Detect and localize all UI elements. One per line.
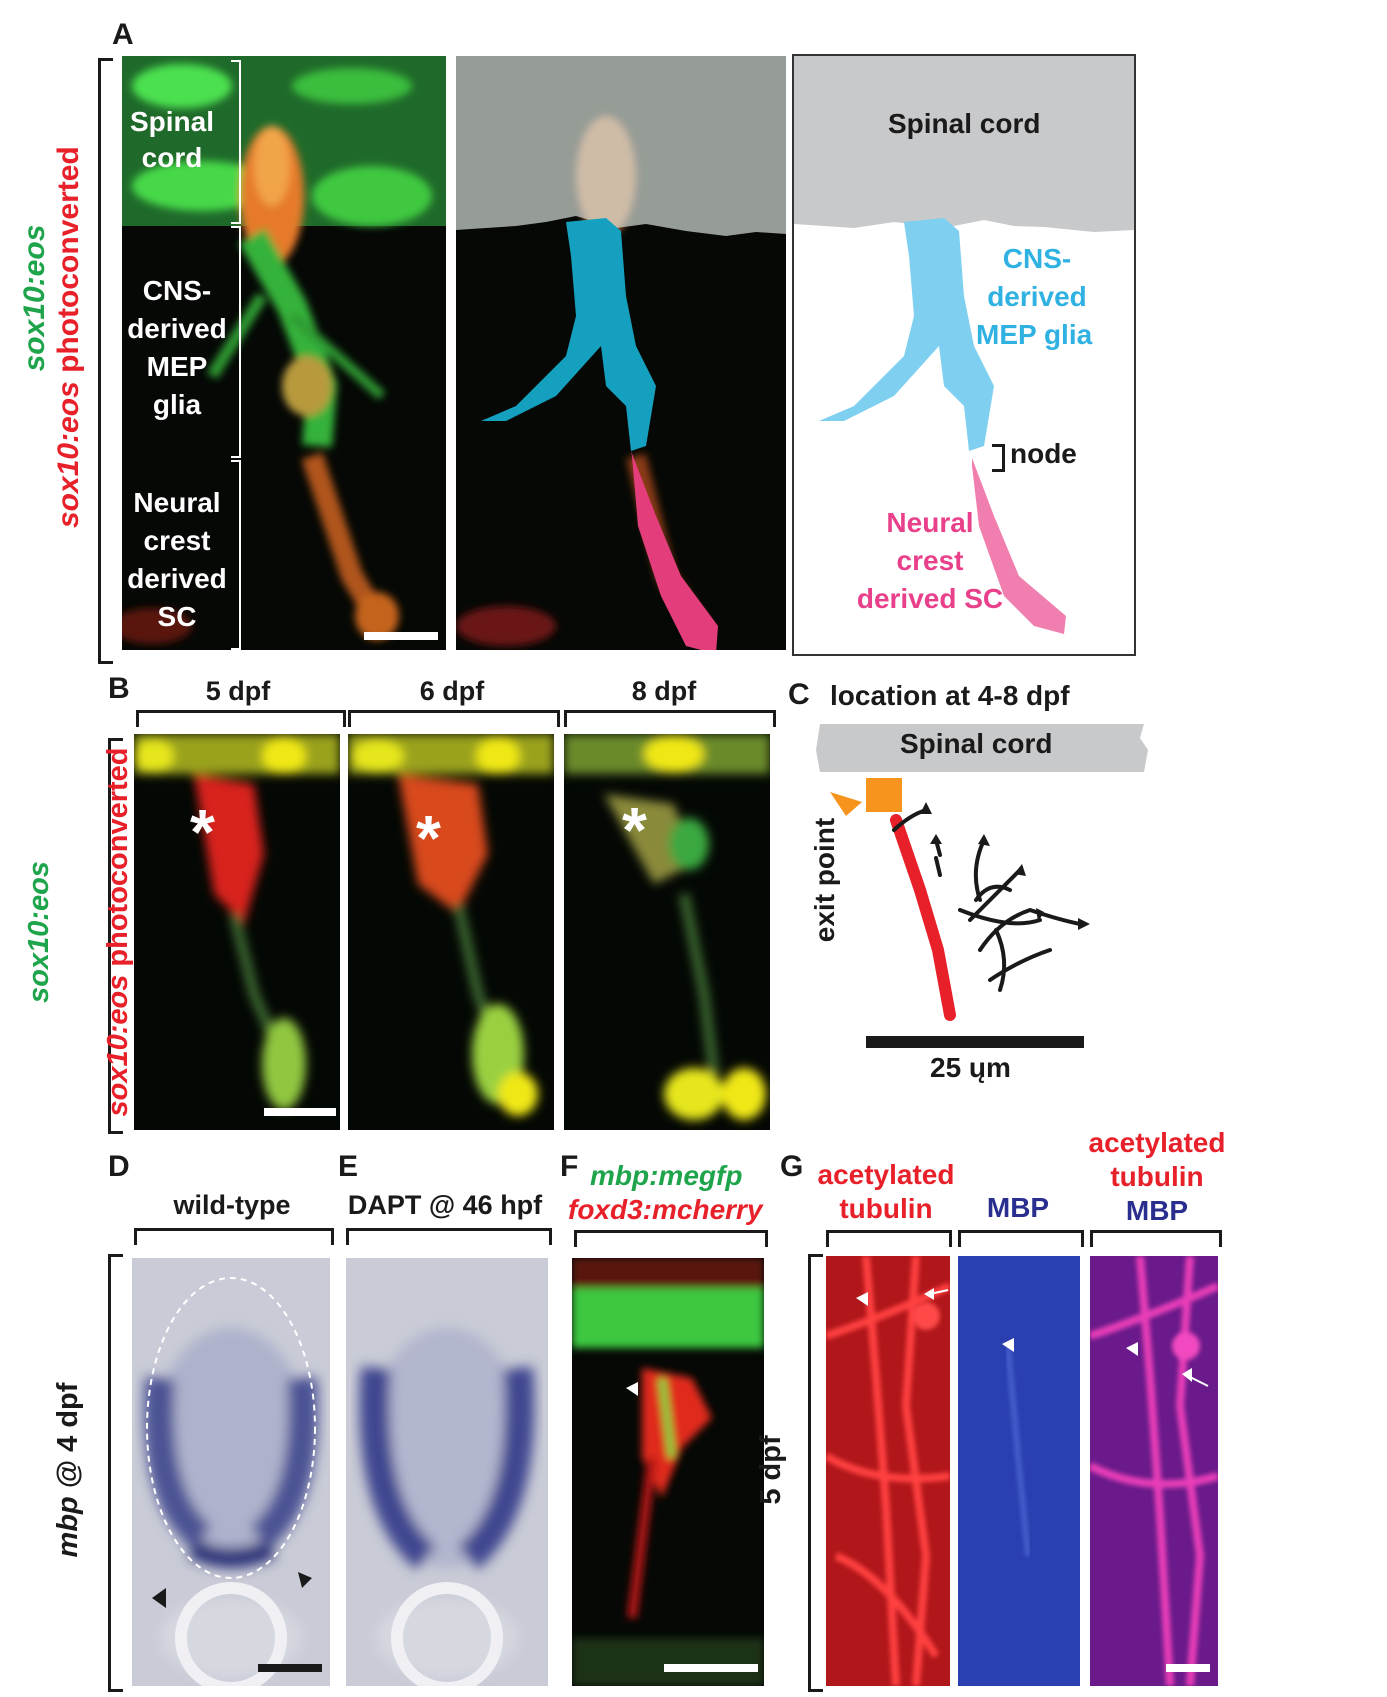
panel-g-header-1: acetylated tubulin bbox=[817, 1159, 955, 1224]
schematic-label-spinal-cord: Spinal cord bbox=[888, 108, 1041, 139]
scale-bar-a bbox=[364, 632, 438, 640]
panel-c-trajectory-diagram bbox=[816, 724, 1148, 1021]
micrograph-a1-image bbox=[122, 56, 446, 644]
panel-d-micrograph bbox=[132, 1258, 330, 1686]
micrograph-g1-image bbox=[826, 1256, 950, 1686]
panel-e-micrograph bbox=[346, 1258, 548, 1686]
panel-d-header-bracket bbox=[134, 1228, 334, 1245]
schematic-label-neural-crest-sc: Neural crest derived SC bbox=[856, 507, 1004, 614]
micrograph-f-image bbox=[572, 1258, 764, 1686]
cell-marker-star-5dpf: * bbox=[190, 796, 215, 868]
scale-bar-c bbox=[866, 1036, 1084, 1048]
panel-g-side-bracket bbox=[808, 1254, 823, 1692]
panel-g-micrograph-merge bbox=[1090, 1256, 1218, 1686]
panel-a-side-label-red: sox10:eos photoconverted bbox=[52, 146, 85, 528]
panel-b-side-label-green: sox10:eos bbox=[23, 861, 55, 1003]
panel-b-micrograph-6dpf bbox=[348, 734, 554, 1130]
panel-d-header: wild-type bbox=[173, 1190, 291, 1220]
cell-marker-star-6dpf: * bbox=[416, 802, 441, 874]
micrograph-a2-image bbox=[456, 56, 786, 650]
panel-f-header-bracket bbox=[574, 1230, 768, 1247]
region-label-cns-derived-mep-glia: CNS-derived MEP glia bbox=[127, 275, 227, 420]
panel-e-header-bracket bbox=[346, 1228, 552, 1245]
panel-g-side-label: 5 dpf bbox=[755, 1435, 787, 1505]
bracket-8dpf bbox=[564, 710, 776, 727]
region-bracket-cns bbox=[231, 226, 241, 458]
panel-a-schematic bbox=[792, 54, 1136, 656]
panel-g-micrograph-tubulin bbox=[826, 1256, 950, 1686]
cell-marker-star-8dpf: * bbox=[622, 794, 647, 866]
region-bracket-nc bbox=[231, 460, 241, 650]
schematic-label-node: node bbox=[1010, 438, 1077, 469]
panel-g-micrograph-mbp bbox=[958, 1256, 1080, 1686]
timepoint-8dpf: 8 dpf bbox=[631, 676, 697, 706]
micrograph-e-image bbox=[359, 1328, 535, 1686]
schematic-label-cns-mep-glia: CNS-derived MEP glia bbox=[976, 243, 1093, 350]
panel-label-d: D bbox=[108, 1150, 130, 1183]
bracket-5dpf bbox=[136, 710, 346, 727]
schematic-a3-image bbox=[794, 56, 1134, 634]
panel-f-label-line2: foxd3:mcherry bbox=[568, 1194, 763, 1225]
panel-c-scale-label: 25 ųm bbox=[930, 1052, 1011, 1083]
scale-bar-g bbox=[1166, 1664, 1210, 1672]
region-label-neural-crest-sc: Neural crest derived SC bbox=[127, 487, 227, 632]
micrograph-d-image bbox=[143, 1277, 319, 1686]
panel-g-header-2: MBP bbox=[986, 1192, 1050, 1223]
panel-a-micrograph-2 bbox=[456, 56, 786, 650]
panel-g-header-3: acetylated tubulin MBP bbox=[1088, 1127, 1226, 1226]
panel-label-f: F bbox=[560, 1150, 579, 1183]
panel-f-label-line1: mbp:megfp bbox=[590, 1160, 743, 1191]
panel-g-bracket-2 bbox=[958, 1230, 1084, 1247]
timepoint-5dpf: 5 dpf bbox=[205, 676, 271, 706]
panel-f-micrograph bbox=[572, 1258, 764, 1686]
region-label-spinal-cord: Spinal cord bbox=[129, 106, 214, 173]
bracket-6dpf bbox=[348, 710, 560, 727]
timepoint-6dpf: 6 dpf bbox=[419, 676, 485, 706]
panel-a-bracket bbox=[98, 58, 113, 664]
panel-label-b: B bbox=[108, 672, 130, 705]
panel-b-micrograph-8dpf bbox=[564, 734, 770, 1130]
micrograph-b1-image bbox=[134, 734, 340, 1110]
scale-bar-f bbox=[664, 1664, 758, 1672]
panel-d-side-label: mbp @ 4 dpf bbox=[52, 1382, 84, 1558]
micrograph-g2-image bbox=[1002, 1338, 1031, 1557]
scale-bar-b bbox=[264, 1108, 336, 1116]
panel-g-bracket-3 bbox=[1090, 1230, 1222, 1247]
panel-c-title: location at 4-8 dpf bbox=[830, 680, 1070, 711]
micrograph-b2-image bbox=[348, 734, 554, 1116]
node-bracket bbox=[992, 444, 1005, 472]
panel-label-g: G bbox=[780, 1150, 804, 1183]
panel-c-label-exit-point: exit point bbox=[809, 817, 840, 943]
panel-b-micrograph-5dpf bbox=[134, 734, 340, 1130]
micrograph-g3-image bbox=[1090, 1256, 1218, 1686]
panel-a-micrograph-1 bbox=[122, 56, 446, 650]
panel-b-side-label-red: sox10:eos photoconverted bbox=[102, 747, 134, 1117]
panel-label-a: A bbox=[112, 18, 134, 51]
scale-bar-d bbox=[258, 1664, 322, 1672]
panel-d-side-bracket bbox=[108, 1254, 123, 1692]
micrograph-b3-image bbox=[564, 734, 770, 1120]
panel-label-e: E bbox=[338, 1150, 359, 1183]
panel-e-header: DAPT @ 46 hpf bbox=[347, 1190, 543, 1220]
panel-label-c: C bbox=[788, 678, 810, 711]
panel-c-label-spinal-cord: Spinal cord bbox=[900, 728, 1053, 759]
panel-g-bracket-1 bbox=[826, 1230, 952, 1247]
panel-b-bracket bbox=[108, 738, 123, 1134]
region-bracket-spinal bbox=[231, 60, 241, 224]
